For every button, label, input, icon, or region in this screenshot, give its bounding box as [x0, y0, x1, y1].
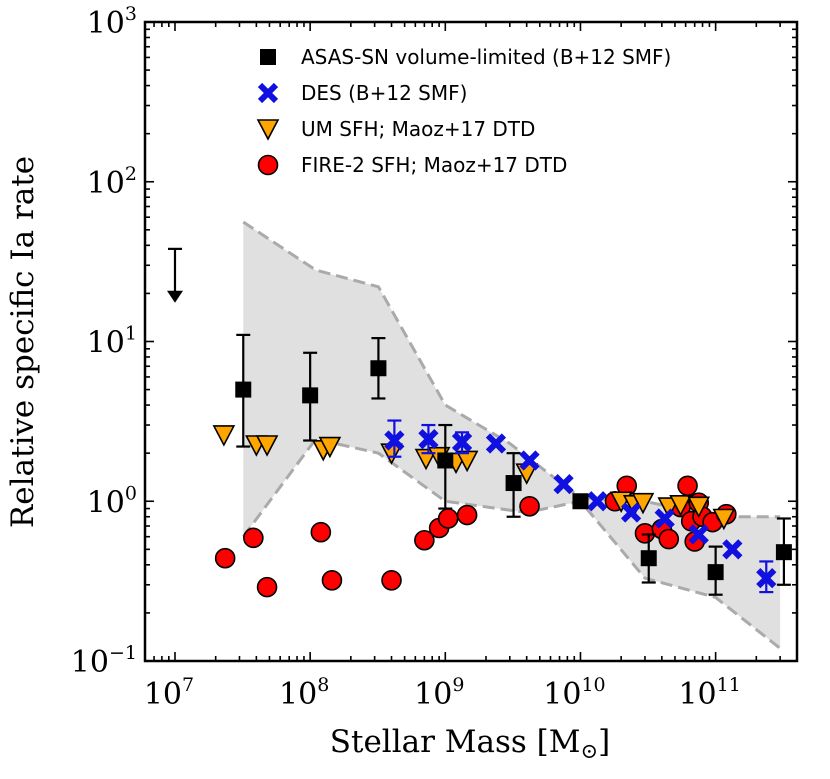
fire-point: [321, 570, 343, 591]
x-tick-label: 1010: [543, 674, 605, 712]
asassn-point: [437, 452, 454, 469]
x-tick-exponent: 10: [581, 674, 605, 696]
y-tick-base: 10: [87, 485, 125, 520]
asassn-point: [775, 544, 792, 561]
x-tick-label: 1011: [678, 674, 740, 712]
solar-symbol: ⊙: [581, 739, 599, 763]
des-point: [418, 428, 439, 450]
y-axis-label: Relative specific Ia rate: [5, 156, 41, 528]
fire-point: [456, 504, 478, 526]
y-tick-exponent: 1: [125, 323, 137, 345]
asassn-point: [370, 360, 387, 377]
y-tick-exponent: 0: [125, 482, 137, 504]
x-axis-label-text: Stellar Mass [M: [330, 724, 581, 760]
des-point: [722, 539, 743, 560]
legend: ASAS-SN volume-limited (B+12 SMF) DES (B+…: [256, 45, 671, 177]
x-axis-label: Stellar Mass [M⊙]: [330, 724, 610, 763]
x-tick-exponent: 9: [452, 674, 464, 696]
legend-label-fire: FIRE-2 SFH; Maoz+17 DTD: [301, 153, 567, 177]
legend-label-asassn: ASAS-SN volume-limited (B+12 SMF): [301, 45, 671, 69]
asassn-point: [640, 550, 657, 567]
asassn-point: [302, 387, 319, 404]
y-tick-label: 102: [87, 163, 137, 201]
plot-frame: [143, 20, 799, 663]
legend-marker-fire: [257, 154, 279, 176]
x-tick-base: 10: [144, 677, 182, 712]
legend-marker-des: [257, 82, 279, 104]
des-point: [688, 524, 709, 545]
series-des: [384, 419, 777, 594]
des-point: [485, 433, 507, 454]
fire-point: [634, 523, 656, 544]
upper-limit-head: [166, 290, 183, 303]
legend-item-asassn: ASAS-SN volume-limited (B+12 SMF): [260, 45, 671, 69]
des-point: [587, 491, 608, 512]
legend-label-um: UM SFH; Maoz+17 DTD: [301, 117, 535, 141]
fire-point: [414, 529, 435, 551]
series-asassn: [235, 333, 792, 596]
asassn-point: [707, 564, 724, 581]
y-tick-base: 10: [87, 166, 125, 201]
x-tick-exponent: 11: [717, 674, 741, 696]
fire-point: [214, 547, 236, 569]
des-point: [756, 568, 777, 589]
data-layer: [166, 247, 792, 598]
um-point: [414, 448, 438, 471]
fire-point: [256, 576, 278, 598]
fire-point: [243, 527, 264, 549]
y-tick-label: 103: [87, 3, 137, 41]
um-point: [631, 492, 655, 515]
x-tick-base: 10: [414, 677, 452, 712]
fire-point: [519, 495, 540, 517]
um-point: [712, 508, 736, 531]
des-point: [519, 450, 540, 471]
um-point: [687, 496, 711, 519]
x-tick-base: 10: [543, 677, 581, 712]
asassn-point: [572, 493, 589, 510]
y-tick-exponent: 2: [125, 163, 137, 185]
asassn-point: [235, 381, 252, 398]
des-point: [451, 431, 473, 453]
fire-point: [381, 570, 402, 591]
x-tick-base: 10: [678, 677, 716, 712]
des-point: [384, 430, 405, 451]
fire-point: [658, 528, 680, 550]
y-tick-label: 10−1: [71, 642, 137, 680]
asassn-point: [505, 475, 522, 492]
des-point: [620, 502, 642, 523]
um-point: [212, 425, 236, 447]
fire-point: [677, 475, 698, 497]
x-tick-label: 109: [414, 674, 464, 712]
um-point: [455, 450, 479, 473]
y-tick-base: 10: [87, 6, 125, 41]
um-point: [669, 495, 692, 517]
um-point: [255, 435, 279, 457]
legend-marker-asassn: [260, 49, 276, 65]
x-tick-label: 108: [279, 674, 329, 712]
x-tick-label: 107: [144, 674, 194, 712]
legend-item-um: UM SFH; Maoz+17 DTD: [256, 117, 535, 141]
legend-item-des: DES (B+12 SMF): [257, 81, 467, 105]
y-tick-exponent: −1: [109, 642, 137, 664]
legend-label-des: DES (B+12 SMF): [301, 81, 467, 105]
x-axis-label-close: ]: [598, 724, 610, 760]
y-tick-label: 101: [87, 323, 137, 361]
x-tick-exponent: 7: [182, 674, 194, 696]
upper-limit-arrow: [166, 247, 183, 303]
y-tick-exponent: 3: [125, 3, 137, 25]
fire-point: [437, 508, 459, 529]
des-point: [553, 474, 574, 495]
y-tick-base: 10: [87, 326, 125, 361]
y-tick-label: 100: [87, 482, 137, 520]
x-tick-exponent: 8: [317, 674, 329, 696]
des-point: [654, 508, 675, 529]
legend-item-fire: FIRE-2 SFH; Maoz+17 DTD: [257, 153, 567, 177]
fire-point: [310, 521, 332, 543]
x-tick-base: 10: [279, 677, 317, 712]
legend-marker-um: [256, 119, 280, 141]
um-point: [318, 436, 342, 459]
y-tick-base: 10: [71, 645, 109, 680]
